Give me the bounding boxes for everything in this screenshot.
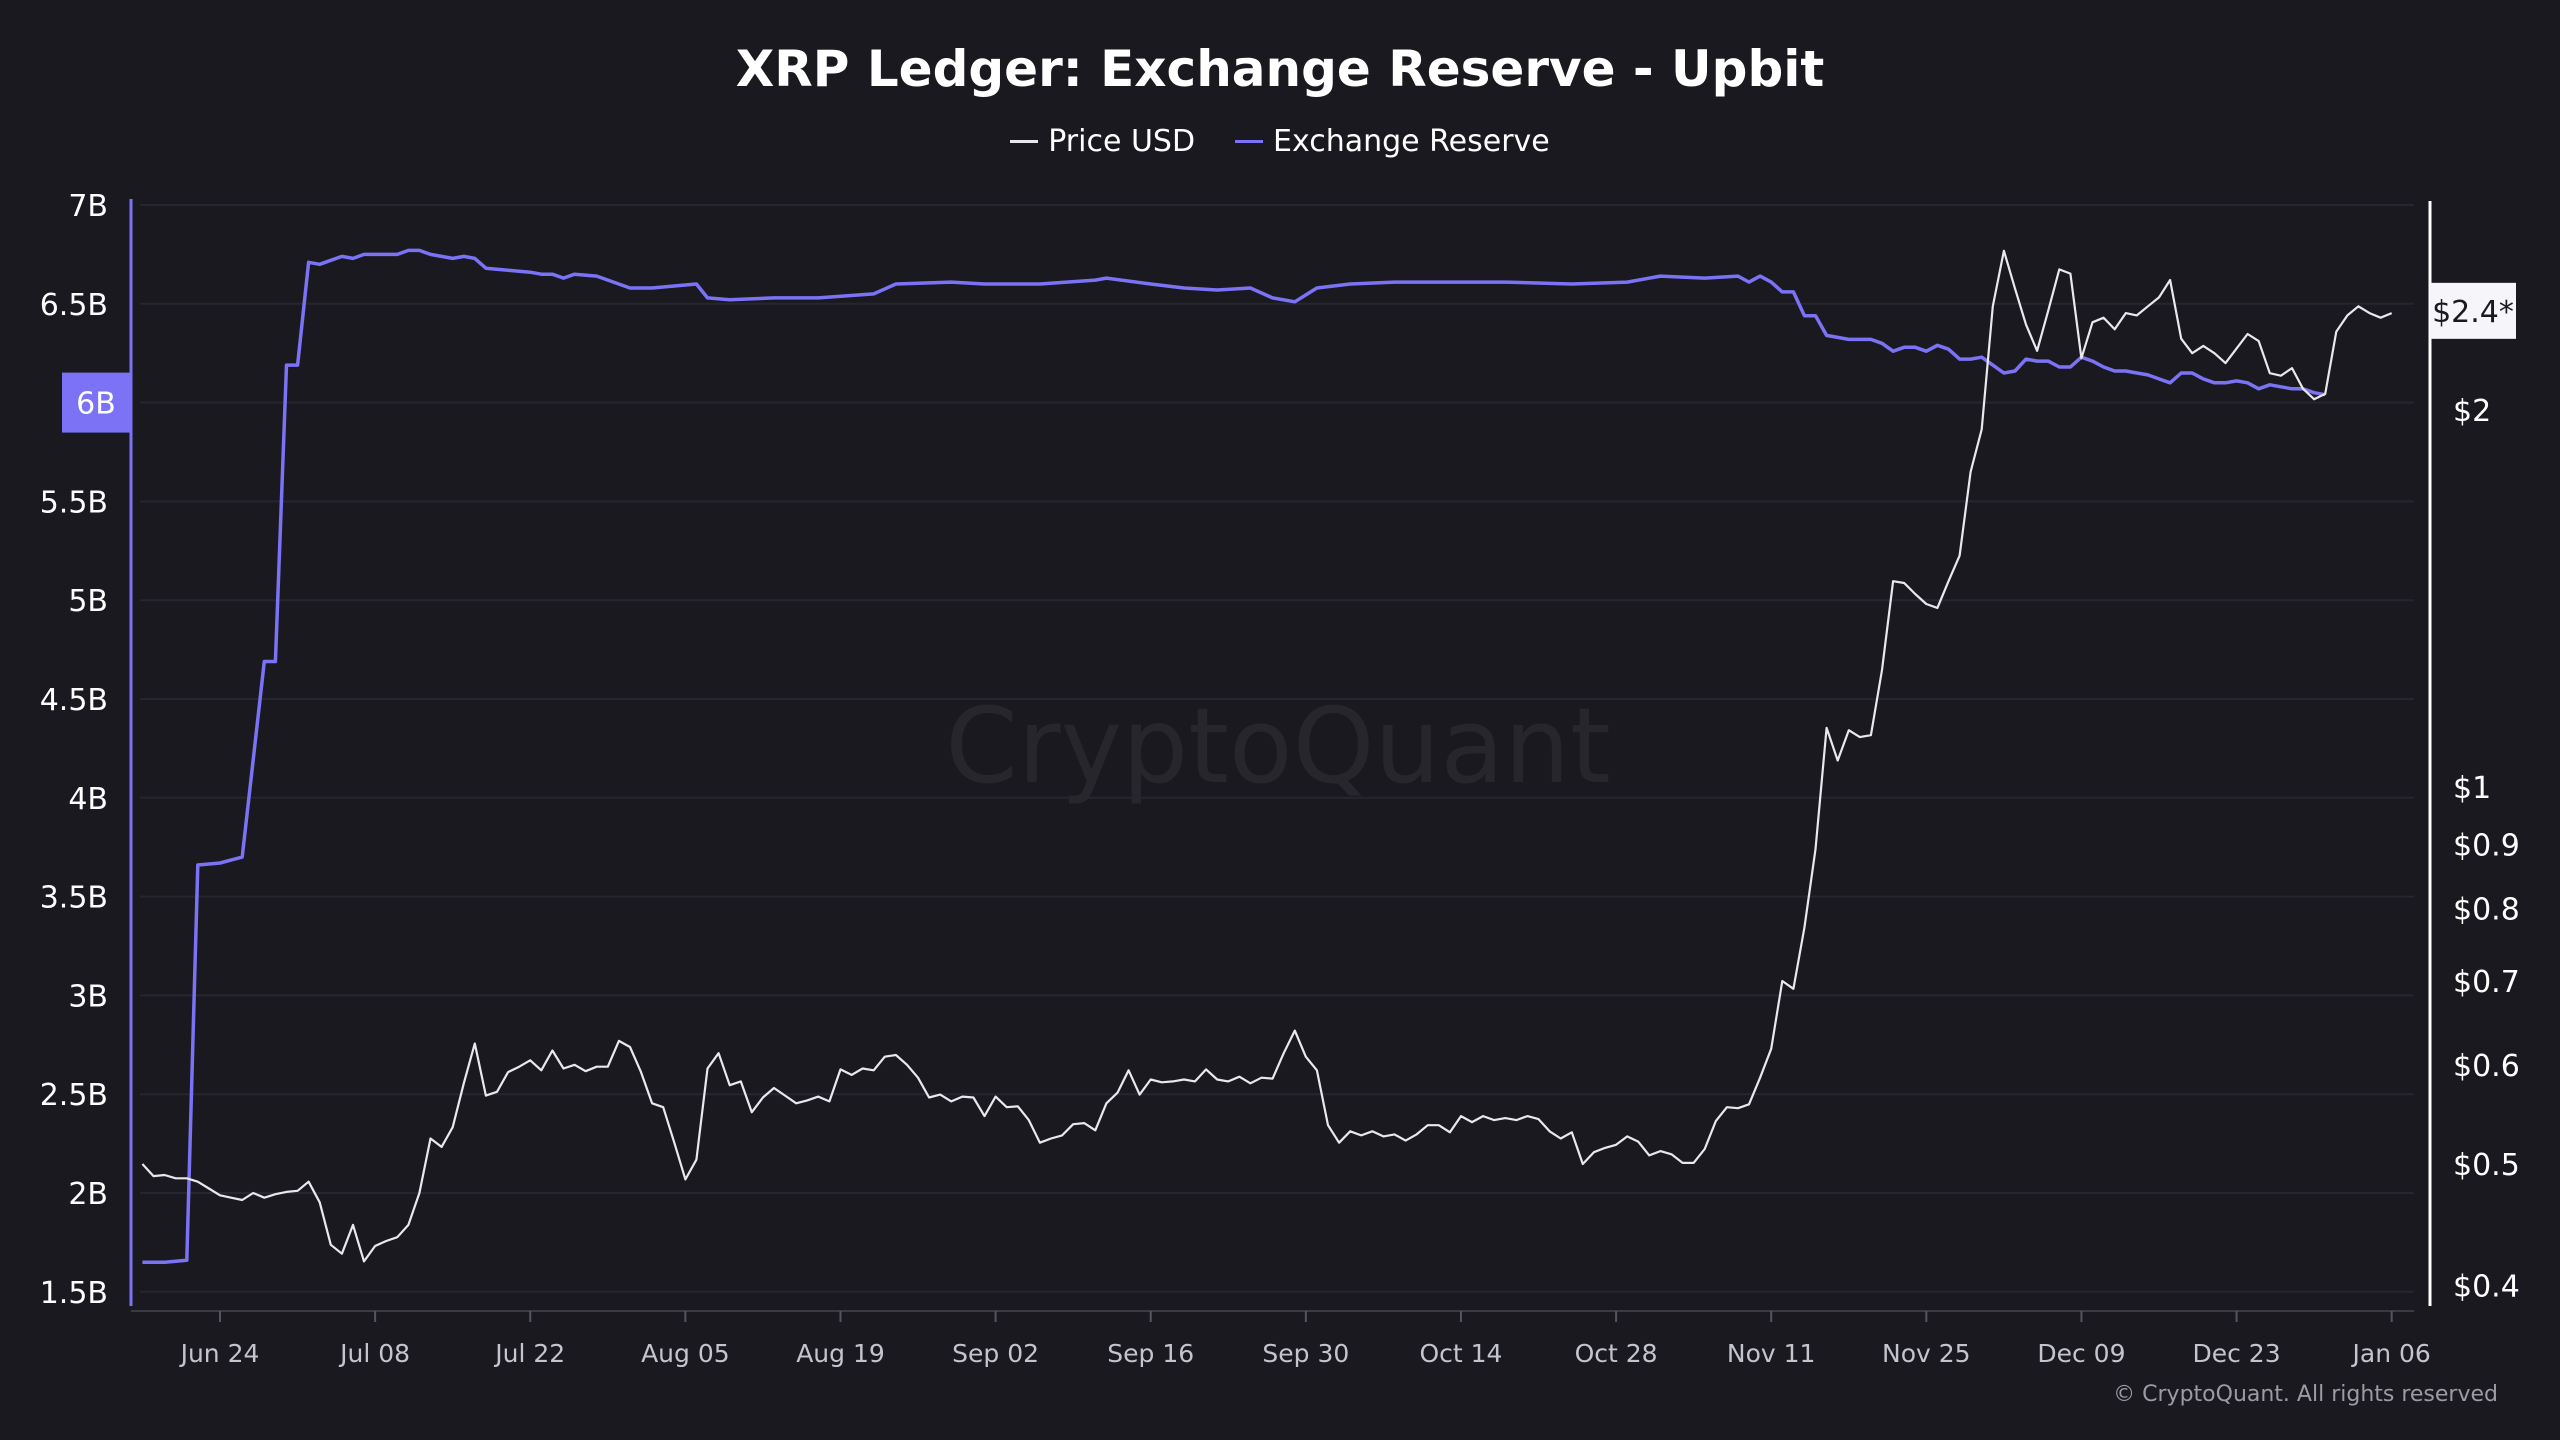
reserve-highlight-box	[62, 372, 131, 433]
y-right-tick-label: $1	[2453, 771, 2491, 806]
x-tick-label: Sep 16	[1107, 1339, 1194, 1368]
y-left-tick-label: 5B	[68, 584, 108, 619]
x-tick-label: Aug 05	[641, 1339, 730, 1368]
current-price-box	[2430, 282, 2516, 339]
y-left-tick-label: 5.5B	[40, 485, 108, 520]
legend: Price USD Exchange Reserve	[0, 124, 2560, 159]
y-left-tick-label: 2B	[68, 1177, 108, 1212]
y-left-tick-label: 7B	[68, 189, 108, 224]
y-left-tick-label-highlighted: 6B	[76, 387, 116, 422]
y-left-tick-label: 4B	[68, 782, 108, 817]
x-tick-label: Nov 11	[1727, 1339, 1816, 1368]
x-tick-label: Dec 23	[2192, 1339, 2280, 1368]
legend-item-reserve[interactable]: Exchange Reserve	[1235, 124, 1550, 159]
y-right-tick-label: $0.5	[2453, 1148, 2520, 1183]
exchange-reserve-line	[142, 248, 2326, 1264]
reserve-swatch	[1235, 140, 1264, 143]
x-tick-label: Oct 14	[1419, 1339, 1502, 1368]
x-tick-label: Sep 02	[952, 1339, 1039, 1368]
x-tick-label: Nov 25	[1882, 1339, 1971, 1368]
y-right-tick-label: $0.4	[2453, 1269, 2520, 1304]
tick-labels: 7B 6.5B 6B 5.5B 5B 4.5B 4B 3.5B 3B 2.5B 2B 1.5B $2 $1…	[40, 189, 2520, 1368]
gridlines	[140, 204, 2414, 1293]
y-right-tick-label: $0.7	[2453, 965, 2520, 1000]
watermark: CryptoQuant	[945, 685, 1611, 807]
y-left-tick-label: 3B	[68, 979, 108, 1014]
legend-label-price: Price USD	[1048, 124, 1196, 159]
y-left-tick-label: 1.5B	[40, 1276, 108, 1311]
y-right-tick-label: $0.9	[2453, 828, 2520, 863]
y-right-tick-label: $2	[2453, 394, 2491, 429]
price-swatch	[1010, 140, 1039, 143]
x-tick-label: Dec 09	[2037, 1339, 2125, 1368]
x-tick-label: Jul 08	[338, 1339, 410, 1368]
series-lines	[141, 248, 2393, 1264]
legend-label-reserve: Exchange Reserve	[1273, 124, 1550, 159]
chart-title: XRP Ledger: Exchange Reserve - Upbit	[735, 40, 1825, 98]
x-tick-label: Oct 28	[1575, 1339, 1658, 1368]
current-price-label: $2.4*	[2432, 295, 2514, 330]
y-right-tick-label: $0.6	[2453, 1049, 2520, 1084]
x-tick-label: Aug 19	[796, 1339, 885, 1368]
y-right-tick-label: $0.8	[2453, 892, 2520, 927]
price-usd-line	[141, 249, 2393, 1263]
y-left-tick-label: 3.5B	[40, 881, 108, 916]
x-tick-label: Sep 30	[1262, 1339, 1349, 1368]
y-left-tick-label: 6.5B	[40, 288, 108, 323]
copyright: © CryptoQuant. All rights reserved	[2113, 1382, 2498, 1407]
x-tick-label: Jan 06	[2351, 1339, 2431, 1368]
y-left-tick-label: 4.5B	[40, 683, 108, 718]
x-tick-label: Jun 24	[179, 1339, 260, 1368]
y-left-tick-label: 2.5B	[40, 1078, 108, 1113]
legend-item-price[interactable]: Price USD	[1010, 124, 1195, 159]
x-tick-label: Jul 22	[493, 1339, 565, 1368]
